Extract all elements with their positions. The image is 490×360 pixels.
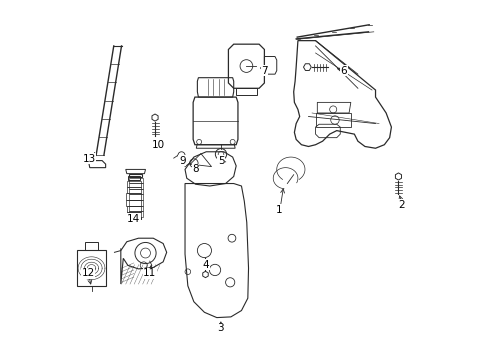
Text: 3: 3: [217, 323, 223, 333]
Text: 9: 9: [179, 156, 186, 166]
Text: 14: 14: [127, 214, 141, 224]
Text: 1: 1: [276, 205, 283, 215]
Text: 6: 6: [341, 66, 347, 76]
Text: 7: 7: [261, 66, 268, 76]
Text: 11: 11: [143, 269, 156, 279]
Text: 5: 5: [218, 156, 224, 166]
Text: 10: 10: [152, 140, 165, 150]
Text: 4: 4: [203, 260, 210, 270]
Text: 13: 13: [82, 154, 96, 164]
Text: 2: 2: [399, 200, 405, 210]
Text: 8: 8: [192, 165, 199, 174]
Text: 12: 12: [81, 269, 95, 279]
